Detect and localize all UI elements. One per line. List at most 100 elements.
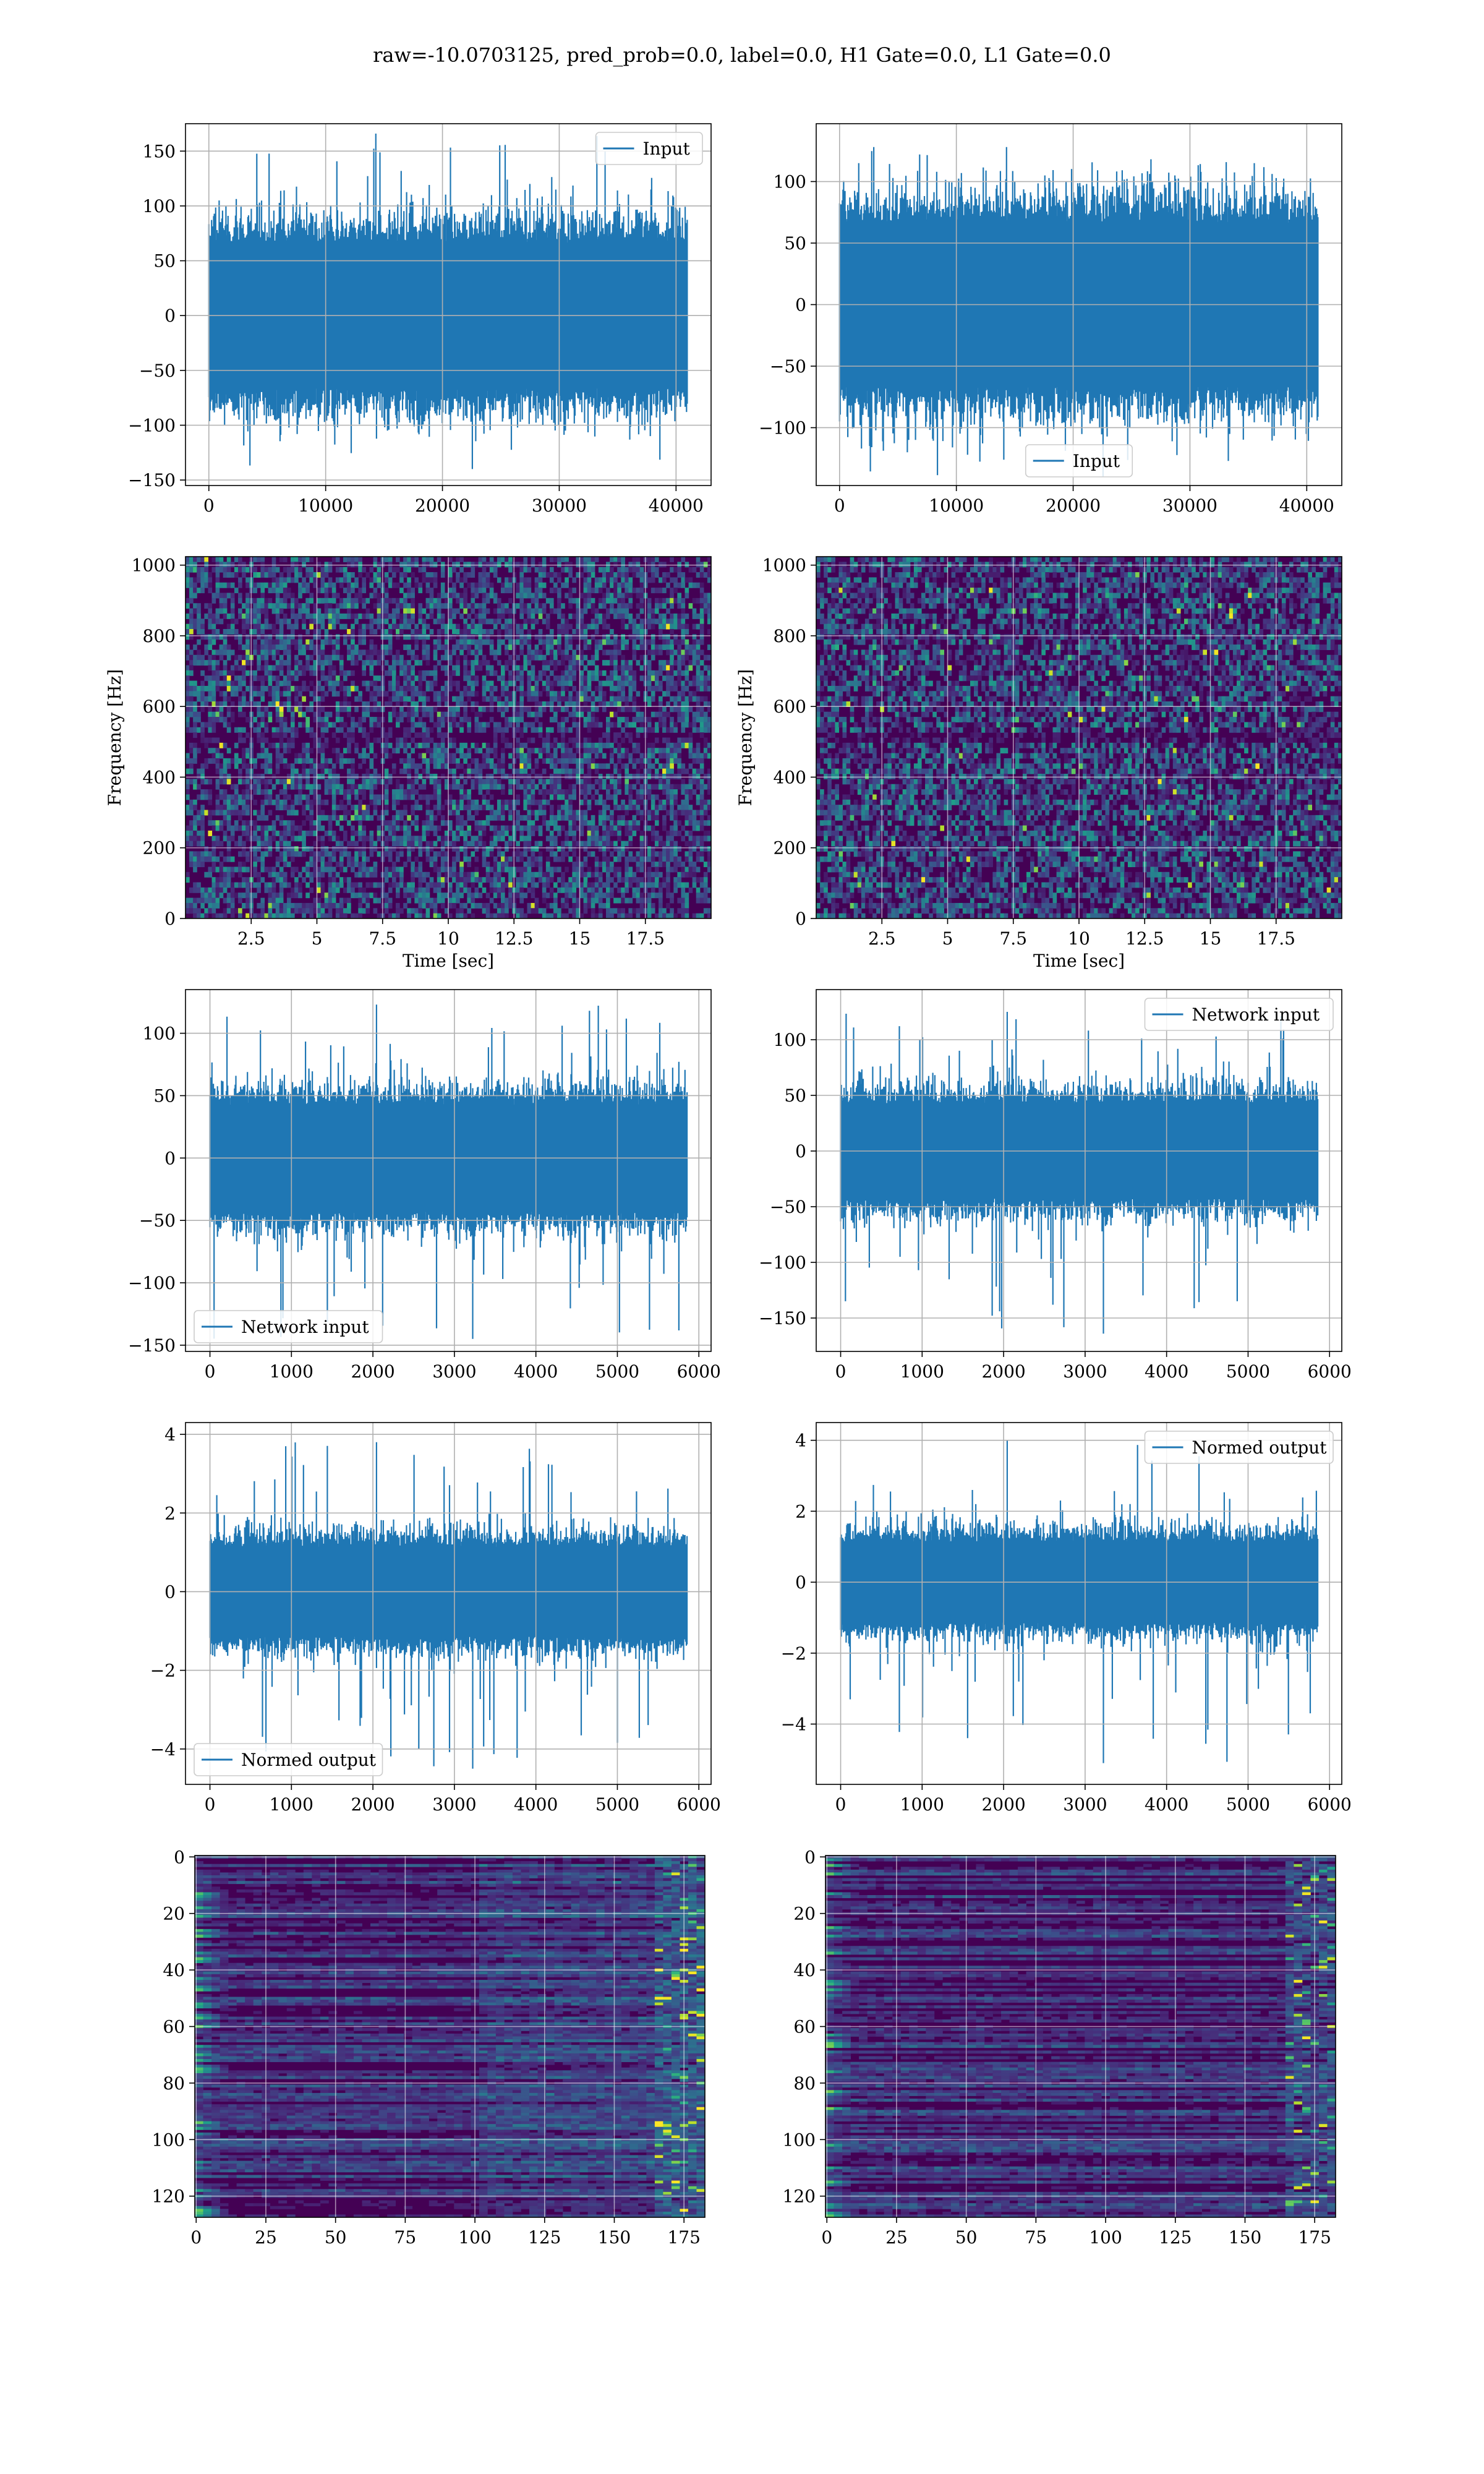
input-l1-ytick-label: 50 bbox=[784, 233, 806, 254]
spectrogram-l1-xtick-label: 2.5 bbox=[868, 928, 896, 949]
normed-output-h1-ytick-label: 2 bbox=[164, 1503, 176, 1523]
network-input-l1-ytick-label: 0 bbox=[795, 1141, 806, 1162]
normed-output-l1-xtick-label: 6000 bbox=[1308, 1794, 1352, 1815]
network-input-l1-xtick-label: 4000 bbox=[1145, 1361, 1188, 1382]
network-input-l1-xtick-label: 3000 bbox=[1063, 1361, 1107, 1382]
network-input-l1-xtick-label: 2000 bbox=[981, 1361, 1025, 1382]
spectrogram-l1-xlabel: Time [sec] bbox=[1033, 951, 1125, 971]
normed-output-h1-legend-label: Normed output bbox=[241, 1750, 377, 1770]
feature-map-h1-ytick-label: 120 bbox=[152, 2186, 185, 2207]
spectrogram-h1-xtick-label: 7.5 bbox=[369, 928, 396, 949]
network-input-l1-grid bbox=[816, 990, 1342, 1351]
spectrogram-h1-xtick-label: 10 bbox=[437, 928, 459, 949]
feature-map-h1-ytick-label: 80 bbox=[163, 2073, 185, 2094]
network-input-l1-ytick-label: 50 bbox=[784, 1085, 806, 1106]
input-h1-xtick-label: 40000 bbox=[649, 495, 704, 516]
network-input-l1-xtick-label: 6000 bbox=[1308, 1361, 1352, 1382]
network-input-l1-ytick-label: −50 bbox=[770, 1197, 806, 1217]
network-input-h1-xtick-label: 6000 bbox=[677, 1361, 721, 1382]
normed-output-h1-xtick-label: 3000 bbox=[432, 1794, 476, 1815]
feature-map-h1-xtick-label: 50 bbox=[325, 2227, 347, 2248]
input-l1-legend: Input bbox=[1025, 444, 1133, 477]
spectrogram-l1-xtick-label: 7.5 bbox=[999, 928, 1027, 949]
input-h1-ytick-label: −50 bbox=[139, 361, 176, 381]
normed-output-h1-xtick-label: 0 bbox=[205, 1794, 216, 1815]
network-input-l1-legend: Network input bbox=[1144, 998, 1334, 1031]
spectrogram-h1-xtick-label: 12.5 bbox=[495, 928, 533, 949]
network-input-h1-legend: Network input bbox=[194, 1310, 383, 1343]
network-input-h1-panel: 0 1000 2000 3000 4000 5000 6000 −150 −100 −50 0 50 1… bbox=[128, 989, 721, 1382]
network-input-h1-ytick-label: 0 bbox=[164, 1148, 176, 1168]
normed-output-l1-ytick-label: −2 bbox=[781, 1643, 806, 1664]
feature-map-h1-heatmap bbox=[195, 1856, 705, 2217]
feature-map-l1-grid bbox=[825, 1856, 1336, 2217]
feature-map-h1-xtick-label: 175 bbox=[667, 2227, 700, 2248]
input-h1-legend-label: Input bbox=[643, 139, 691, 159]
spectrogram-l1-ylabel: Frequency [Hz] bbox=[735, 669, 756, 806]
normed-output-l1-xtick-label: 2000 bbox=[981, 1794, 1025, 1815]
input-l1-xtick-label: 20000 bbox=[1046, 495, 1101, 516]
normed-output-h1-ytick-label: 4 bbox=[164, 1424, 176, 1445]
network-input-h1-xtick-label: 3000 bbox=[432, 1361, 476, 1382]
feature-map-h1-xtick-label: 25 bbox=[255, 2227, 277, 2248]
input-l1-xtick-label: 10000 bbox=[929, 495, 984, 516]
spectrogram-l1-xtick-label: 15 bbox=[1200, 928, 1222, 949]
input-l1-xtick-label: 30000 bbox=[1162, 495, 1217, 516]
feature-map-h1-ytick-label: 40 bbox=[163, 1960, 185, 1980]
feature-map-l1-frame bbox=[825, 1855, 1336, 2218]
feature-map-h1-xtick-label: 125 bbox=[528, 2227, 561, 2248]
normed-output-l1-ytick-label: 0 bbox=[795, 1572, 806, 1593]
normed-output-l1-ytick-label: −4 bbox=[781, 1714, 806, 1735]
feature-map-l1-heatmap bbox=[825, 1856, 1336, 2217]
feature-map-h1-ytick-label: 100 bbox=[152, 2129, 185, 2150]
network-input-h1-xtick-label: 2000 bbox=[351, 1361, 394, 1382]
network-input-h1-grid bbox=[186, 990, 711, 1351]
input-l1-ytick-label: 0 bbox=[795, 295, 806, 315]
spectrogram-l1-xtick-label: 12.5 bbox=[1125, 928, 1164, 949]
input-h1-ytick-label: 50 bbox=[153, 251, 176, 272]
feature-map-l1-xtick-label: 50 bbox=[955, 2227, 978, 2248]
normed-output-l1-ytick-label: 2 bbox=[795, 1501, 806, 1522]
feature-map-l1-xtick-label: 25 bbox=[885, 2227, 908, 2248]
normed-output-l1-panel: 0 1000 2000 3000 4000 5000 6000 −4 −2 0 2 4 Normed o… bbox=[781, 1422, 1352, 1815]
spectrogram-h1-ytick-label: 1000 bbox=[132, 555, 176, 576]
feature-map-l1-panel: 0 25 50 75 100 125 150 175 0 20 40 60 80 100 120 bbox=[783, 1847, 1336, 2248]
input-h1-ytick-label: −150 bbox=[128, 470, 176, 490]
spectrogram-h1-ytick-label: 600 bbox=[143, 696, 176, 717]
feature-map-h1-xtick-label: 100 bbox=[458, 2227, 491, 2248]
feature-map-h1-xtick-label: 150 bbox=[598, 2227, 631, 2248]
feature-map-l1-xtick-label: 0 bbox=[821, 2227, 832, 2248]
network-input-h1-ytick-label: 50 bbox=[153, 1085, 176, 1106]
network-input-h1-ytick-label: −150 bbox=[128, 1335, 176, 1356]
feature-map-l1-ytick-label: 120 bbox=[783, 2186, 816, 2207]
spectrogram-h1-xtick-label: 15 bbox=[569, 928, 591, 949]
input-l1-legend-label: Input bbox=[1073, 451, 1120, 471]
feature-map-l1-xtick-label: 150 bbox=[1229, 2227, 1261, 2248]
normed-output-h1-xtick-label: 4000 bbox=[514, 1794, 558, 1815]
spectrogram-h1-panel: 2.5 5 7.5 10 12.5 15 17.5 0 200 400 600 800 1000 Time… bbox=[104, 555, 712, 971]
network-input-h1-ytick-label: −100 bbox=[128, 1273, 176, 1293]
feature-map-h1-ytick-label: 20 bbox=[163, 1904, 185, 1924]
spectrogram-h1-xtick-label: 17.5 bbox=[626, 928, 665, 949]
feature-map-l1-xtick-label: 175 bbox=[1298, 2227, 1331, 2248]
normed-output-h1-frame bbox=[185, 1422, 712, 1785]
network-input-l1-xtick-label: 5000 bbox=[1226, 1361, 1270, 1382]
spectrogram-h1-xtick-label: 5 bbox=[312, 928, 323, 949]
normed-output-l1-legend: Normed output bbox=[1144, 1431, 1334, 1464]
spectrogram-h1-ylabel: Frequency [Hz] bbox=[104, 669, 125, 806]
spectrogram-h1-xtick-label: 2.5 bbox=[237, 928, 265, 949]
spectrogram-l1-heatmap bbox=[816, 557, 1342, 918]
input-h1-grid bbox=[186, 124, 711, 486]
normed-output-h1-xtick-label: 1000 bbox=[270, 1794, 313, 1815]
spectrogram-h1-ytick-label: 200 bbox=[143, 838, 176, 858]
feature-map-l1-ytick-label: 20 bbox=[793, 1904, 816, 1924]
spectrogram-l1-ytick-label: 800 bbox=[774, 626, 806, 646]
network-input-h1-ytick-label: −50 bbox=[139, 1210, 176, 1231]
normed-output-h1-xtick-label: 5000 bbox=[595, 1794, 639, 1815]
input-h1-xtick-label: 10000 bbox=[298, 495, 353, 516]
feature-map-l1-ytick-label: 80 bbox=[793, 2073, 816, 2094]
normed-output-l1-frame bbox=[816, 1422, 1342, 1785]
spectrogram-l1-ytick-label: 200 bbox=[774, 838, 806, 858]
network-input-l1-panel: 0 1000 2000 3000 4000 5000 6000 −150 −100 −50 0 50 1… bbox=[759, 989, 1352, 1382]
